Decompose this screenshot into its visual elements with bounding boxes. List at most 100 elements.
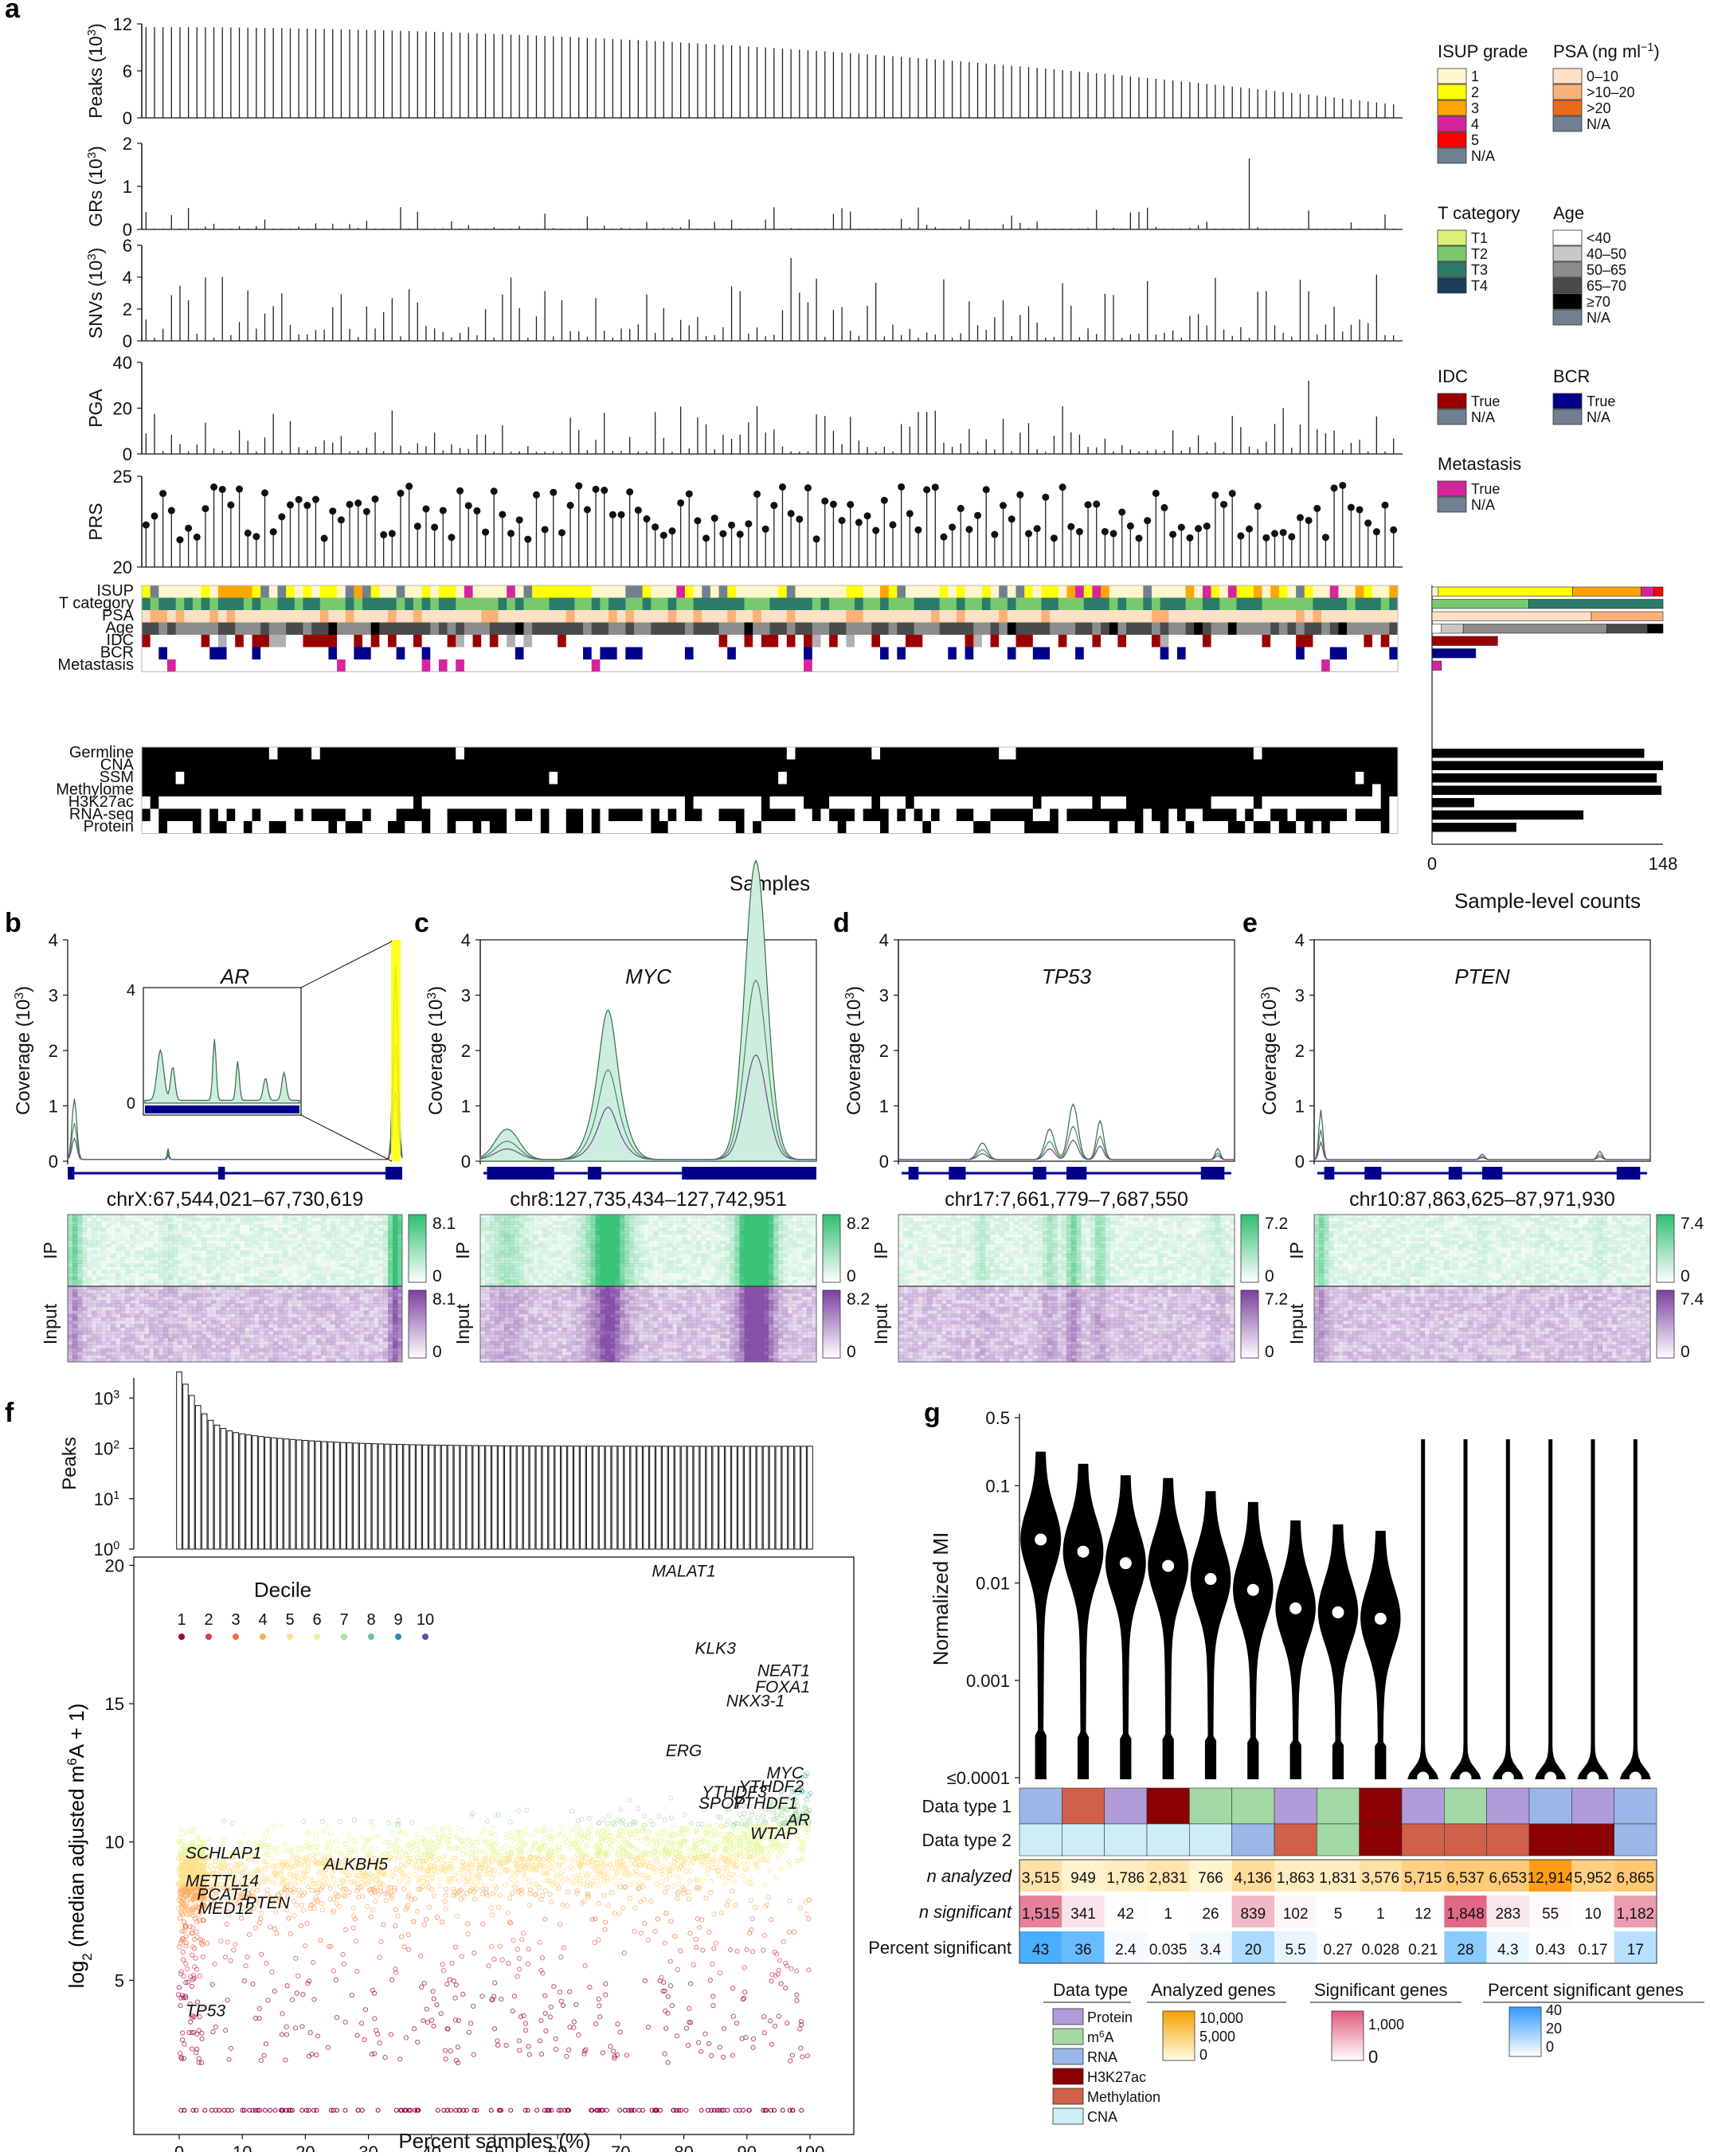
heatmap-cell <box>149 1270 154 1274</box>
data-cell <box>277 809 286 822</box>
heatmap-cell <box>72 1307 77 1311</box>
prs-point <box>898 483 905 491</box>
heatmap-cell <box>283 1247 288 1250</box>
data-cell <box>184 796 193 809</box>
heatmap-cell <box>192 1247 197 1250</box>
heatmap-cell <box>374 1266 378 1270</box>
data-cell <box>464 785 473 797</box>
data-cell <box>1203 785 1211 797</box>
heatmap-cell <box>321 1260 326 1263</box>
heatmap-cell <box>115 1254 120 1257</box>
legend-title: BCR <box>1553 366 1590 386</box>
data-cell <box>209 760 218 773</box>
clinical-cell <box>1330 585 1339 598</box>
heatmap-cell <box>92 1331 96 1335</box>
data-cell <box>490 747 499 760</box>
data-cell <box>753 796 761 809</box>
clinical-cell <box>999 659 1008 672</box>
data-cell <box>583 760 592 773</box>
clinical-cell <box>829 610 838 623</box>
heatmap-cell <box>106 1307 111 1311</box>
data-cell <box>1305 809 1313 822</box>
clinical-cell <box>397 648 405 660</box>
data-cell <box>1135 760 1144 773</box>
heatmap-cell <box>96 1247 101 1250</box>
data-cell <box>320 785 329 797</box>
heatmap-cell <box>302 1224 307 1227</box>
legend-item: True <box>1587 393 1615 409</box>
heatmap-cell <box>202 1257 206 1260</box>
heatmap-cell <box>264 1280 268 1283</box>
data-cell <box>286 747 295 760</box>
clinical-cell <box>761 659 770 672</box>
heatmap-cell <box>245 1244 249 1247</box>
data-cell <box>1330 772 1339 785</box>
heatmap-cell <box>240 1227 245 1231</box>
heatmap-cell <box>115 1218 120 1221</box>
clinical-cell <box>965 623 974 636</box>
heatmap-cell <box>202 1244 206 1247</box>
clinical-cell <box>218 659 227 672</box>
prs-point <box>626 488 633 495</box>
heatmap-cell <box>77 1321 82 1325</box>
clinical-cell <box>320 635 329 648</box>
clinical-cell <box>855 635 863 648</box>
heatmap-cell <box>235 1260 240 1263</box>
data-cell <box>1109 747 1118 760</box>
clinical-cell <box>659 659 668 672</box>
prs-point <box>974 512 981 519</box>
heatmap-cell <box>154 1241 158 1244</box>
heatmap-cell <box>202 1260 206 1263</box>
data-cell <box>1160 809 1169 822</box>
data-cell <box>422 747 431 760</box>
tick-label: 20 <box>113 558 132 577</box>
data-cell <box>397 809 405 822</box>
clinical-cell <box>583 610 592 623</box>
clinical-cell <box>269 648 278 660</box>
heatmap-cell <box>120 1304 125 1308</box>
clinical-cell <box>685 610 694 623</box>
clinical-cell <box>940 598 949 611</box>
heatmap-cell <box>144 1238 149 1241</box>
heatmap-cell <box>240 1224 245 1227</box>
clinical-cell <box>379 635 388 648</box>
clinical-cell <box>1296 610 1305 623</box>
data-cell <box>965 796 974 809</box>
data-cell <box>753 772 761 785</box>
heatmap-cell <box>359 1215 364 1218</box>
prs-point <box>287 501 294 508</box>
clinical-cell <box>549 598 558 611</box>
data-cell <box>812 809 821 822</box>
clinical-cell <box>871 648 880 660</box>
heatmap-cell <box>254 1227 259 1231</box>
data-cell <box>583 821 592 834</box>
heatmap-cell <box>87 1286 92 1290</box>
heatmap-cell <box>168 1254 173 1257</box>
clinical-cell <box>787 610 796 623</box>
heatmap-cell <box>192 1257 197 1260</box>
data-cell <box>244 760 252 773</box>
clinical-cell <box>846 598 855 611</box>
heatmap-cell <box>307 1280 311 1283</box>
heatmap-cell <box>192 1244 197 1247</box>
clinical-cell <box>914 623 923 636</box>
data-cell <box>625 821 634 834</box>
heatmap-cell <box>130 1310 135 1314</box>
heatmap-cell <box>240 1254 245 1257</box>
heatmap-cell <box>268 1238 273 1241</box>
heatmap-cell <box>87 1352 92 1356</box>
data-cell <box>685 747 694 760</box>
heatmap-cell <box>249 1218 254 1221</box>
data-cell <box>651 809 659 822</box>
heatmap-cell <box>125 1270 130 1274</box>
heatmap-cell <box>168 1274 173 1277</box>
heatmap-cell <box>335 1270 340 1274</box>
heatmap-cell <box>397 1280 402 1283</box>
heatmap-cell <box>87 1227 92 1231</box>
heatmap-cell <box>87 1293 92 1297</box>
clinical-cell <box>252 585 261 598</box>
data-cell <box>1270 760 1279 773</box>
data-cell <box>906 747 914 760</box>
prs-point <box>643 515 650 522</box>
heatmap-cell <box>278 1215 283 1218</box>
